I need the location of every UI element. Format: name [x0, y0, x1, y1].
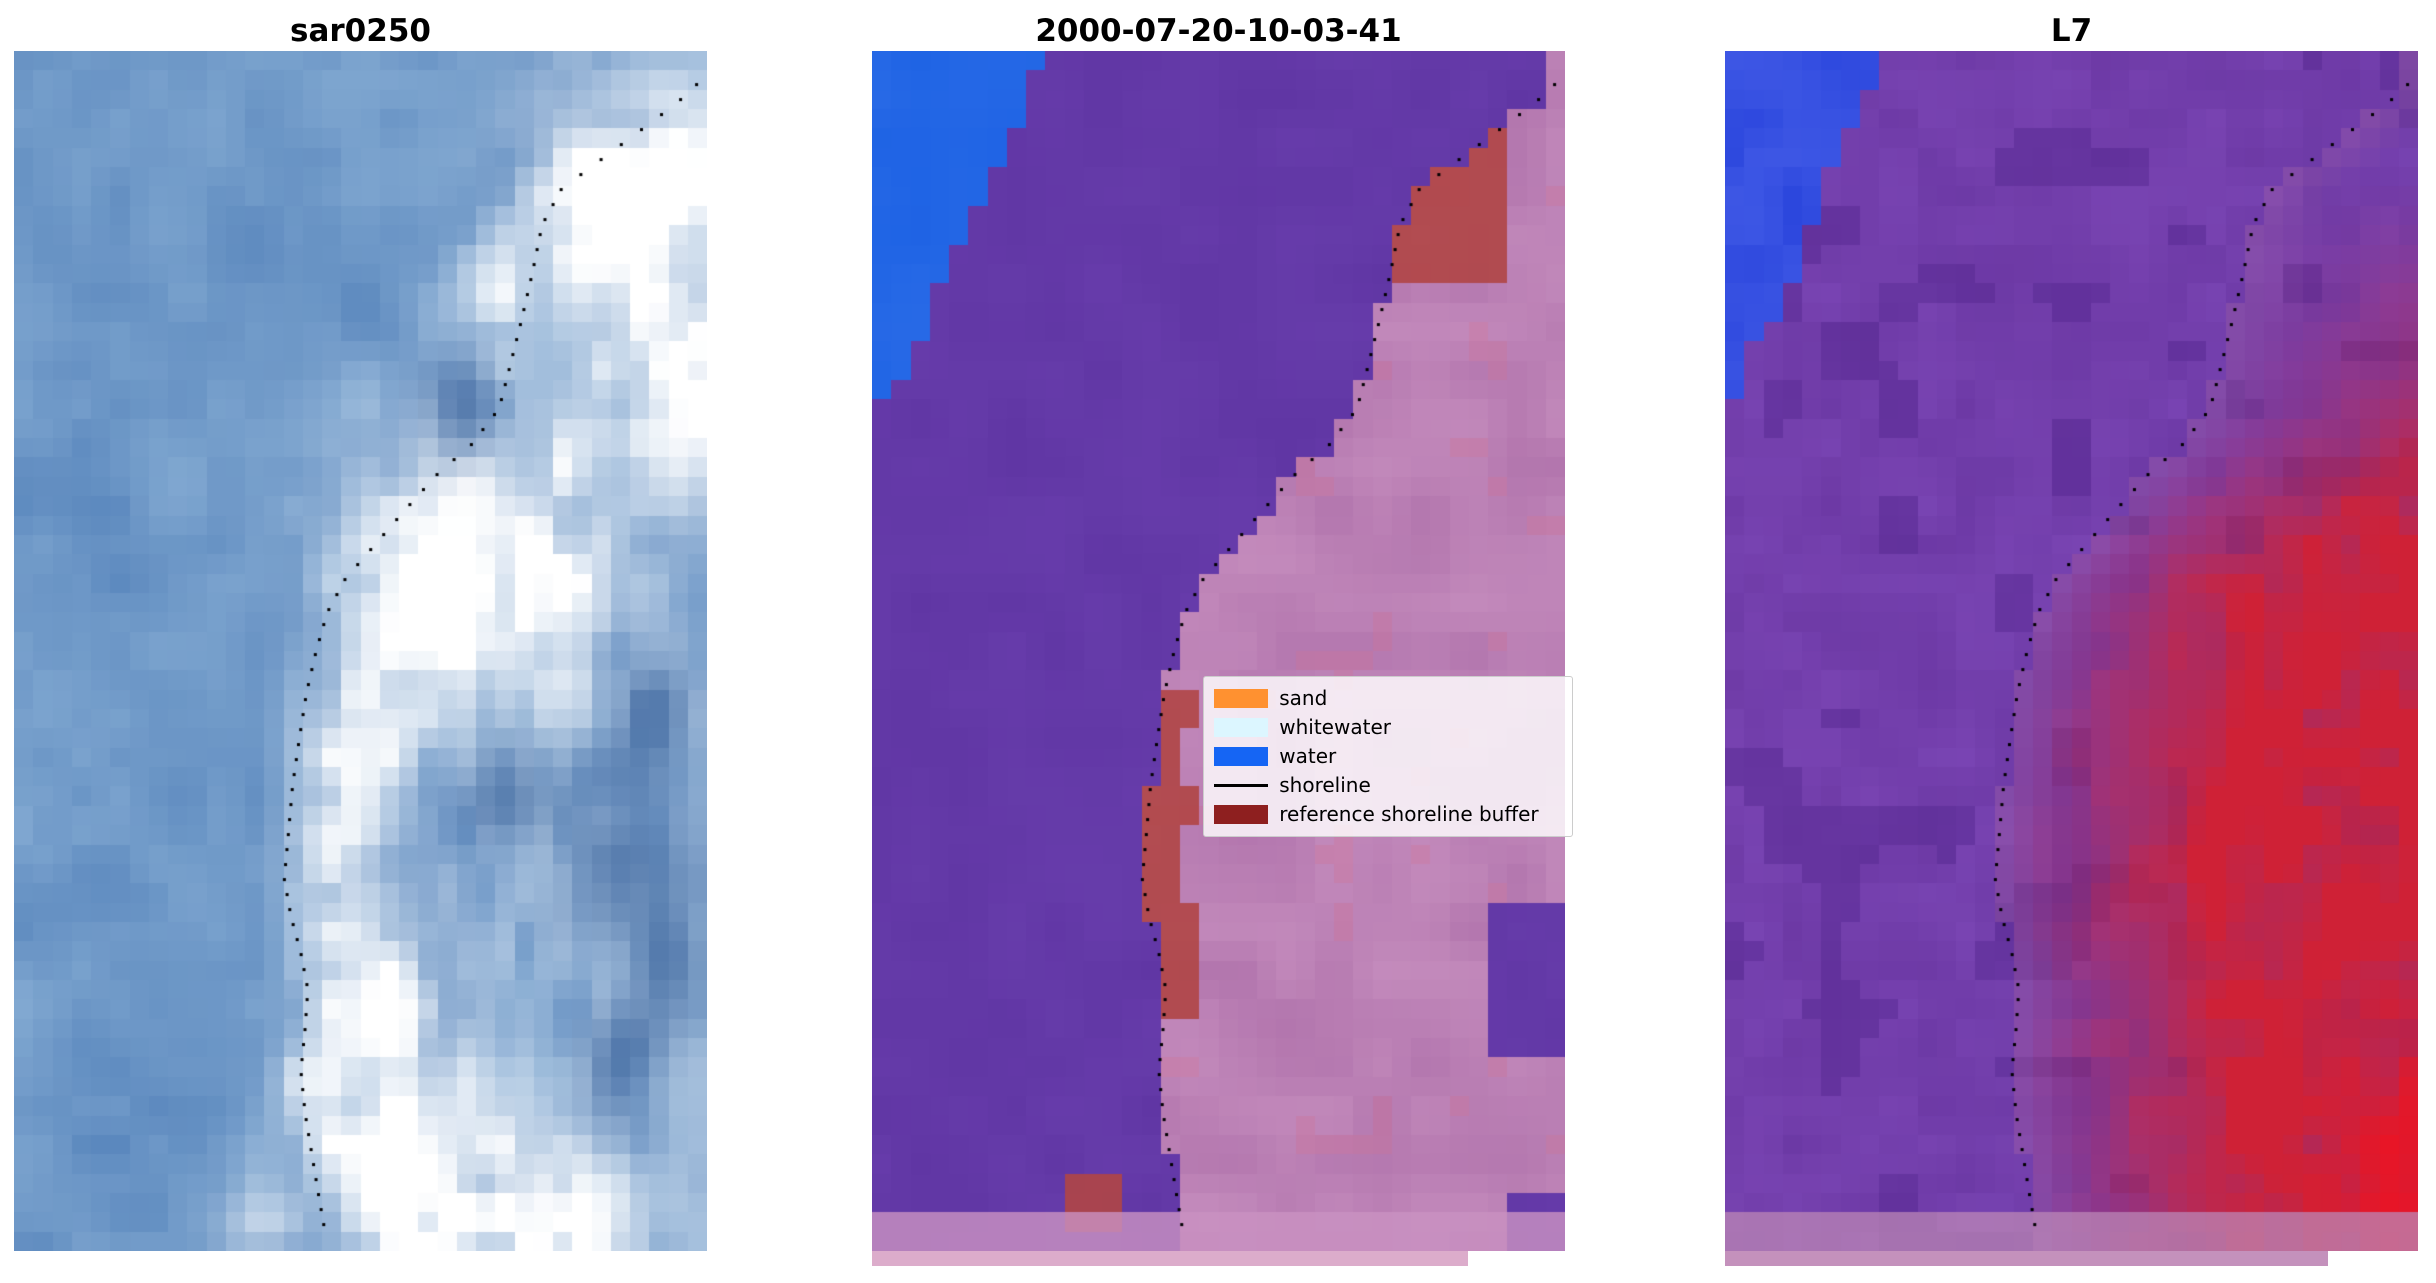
legend-row: water [1214, 742, 1562, 771]
legend-row: shoreline [1214, 771, 1562, 800]
panel-title-l7: L7 [2050, 13, 2093, 49]
legend-label-water: water [1279, 744, 1337, 768]
legend-swatch-reference-buffer [1214, 804, 1269, 824]
legend-swatch-water [1214, 746, 1269, 766]
legend-swatch-shoreline-line [1214, 775, 1269, 795]
panel-classified: sand whitewater water shoreline referenc… [872, 51, 1574, 1266]
panel-l7 [1725, 51, 2418, 1266]
bottom-strip-right [1725, 1251, 2328, 1266]
legend-row: whitewater [1214, 713, 1562, 742]
legend-label-shoreline: shoreline [1279, 773, 1371, 797]
panel-title-sar: sar0250 [290, 13, 431, 49]
legend-row: sand [1214, 684, 1562, 713]
sar-image [14, 51, 707, 1251]
panel-title-classified: 2000-07-20-10-03-41 [1035, 13, 1402, 49]
legend-label-whitewater: whitewater [1279, 715, 1391, 739]
legend-label-sand: sand [1279, 686, 1328, 710]
legend-swatch-whitewater [1214, 717, 1269, 737]
legend-label-reference-buffer: reference shoreline buffer [1279, 802, 1539, 826]
panel-sar [14, 51, 707, 1251]
legend: sand whitewater water shoreline referenc… [1203, 675, 1574, 837]
legend-swatch-sand [1214, 688, 1269, 708]
legend-row: reference shoreline buffer [1214, 800, 1562, 829]
l7-image [1725, 51, 2418, 1251]
classified-image [872, 51, 1565, 1251]
bottom-strip-middle [872, 1251, 1468, 1266]
